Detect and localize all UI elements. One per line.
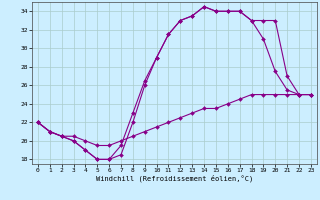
X-axis label: Windchill (Refroidissement éolien,°C): Windchill (Refroidissement éolien,°C) [96,175,253,182]
